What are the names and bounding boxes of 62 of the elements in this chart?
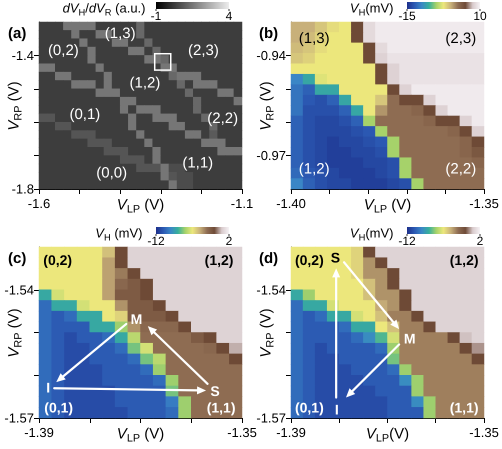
annotation: (2,2) bbox=[207, 110, 238, 128]
color-bar-label: -15 bbox=[398, 9, 416, 23]
x-tick-label: -1.35 bbox=[469, 196, 499, 211]
annotation: (2,2) bbox=[445, 160, 476, 178]
chart-title: (d) bbox=[259, 250, 278, 267]
annotation: (0,1) bbox=[69, 106, 100, 124]
annotation: I bbox=[334, 401, 339, 418]
color-bar-title: dV$_{H}$/dV$_{R}$ (a.u.) bbox=[62, 0, 146, 17]
y-tick-label: -1.4 bbox=[12, 48, 34, 63]
chart-title: (a) bbox=[8, 25, 26, 42]
x-tick-label: -1.35 bbox=[227, 425, 257, 440]
color-bar-label: 2 bbox=[476, 234, 484, 248]
annotation: (1,2) bbox=[298, 160, 330, 178]
annotation: (2,3) bbox=[445, 30, 476, 48]
annotation: (1,1) bbox=[182, 154, 214, 172]
annotation: (1,1) bbox=[450, 400, 479, 416]
y-tick-label: -0.97 bbox=[256, 148, 286, 164]
annotation: (0,2) bbox=[43, 252, 72, 268]
x-tick-label: -1.35 bbox=[469, 425, 499, 440]
chart-title: (b) bbox=[259, 25, 278, 42]
x-tick-label: -1.40 bbox=[276, 196, 306, 211]
x-tick-label: -1.39 bbox=[24, 425, 54, 440]
chart-title: (c) bbox=[8, 250, 26, 267]
annotation: (0,1) bbox=[44, 400, 74, 416]
x-axis-title: V$_{LP}$(V) bbox=[366, 425, 410, 445]
annotation: (1,2) bbox=[204, 252, 234, 268]
color-bar-label: -1 bbox=[150, 9, 162, 23]
x-tick-label: -1.6 bbox=[28, 196, 50, 211]
annotation: I bbox=[46, 380, 50, 396]
color-bar-label: -12 bbox=[398, 234, 416, 248]
y-tick-label: -1.57 bbox=[256, 410, 286, 426]
color-bar-label: 10 bbox=[473, 9, 487, 23]
y-tick-label: -1.54 bbox=[256, 282, 286, 298]
annotation: (0,2) bbox=[294, 252, 324, 268]
color-bar-label: -12 bbox=[147, 234, 165, 248]
color-bar-label: 2 bbox=[226, 234, 232, 248]
annotation: (0,1) bbox=[294, 400, 324, 416]
annotation: S bbox=[330, 250, 340, 266]
x-axis-title: V$_{LP}$ (V) bbox=[116, 196, 164, 216]
color-bar-label: 4 bbox=[226, 9, 232, 23]
annotation: M bbox=[404, 330, 416, 346]
annotation: (1,3) bbox=[104, 24, 136, 42]
color-bar-title: V$_{H}$ (mV) bbox=[95, 225, 142, 242]
color-bar-title: V$_{H}$(mV) bbox=[350, 225, 394, 242]
y-tick-label: -0.94 bbox=[256, 48, 286, 63]
annotation: (1,2) bbox=[130, 74, 160, 92]
y-tick-label: -1.54 bbox=[4, 282, 34, 298]
annotation: (1,1) bbox=[206, 400, 236, 416]
x-axis-title: V$_{LP}$ (V) bbox=[116, 425, 164, 445]
x-tick-label: -1.39 bbox=[276, 425, 306, 440]
x-tick-label: -1.1 bbox=[230, 196, 254, 211]
annotation: (0,2) bbox=[48, 42, 79, 59]
annotation: (0,0) bbox=[96, 164, 128, 182]
annotation: M bbox=[130, 310, 142, 327]
x-axis-title: V$_{LP}$ (V) bbox=[364, 196, 412, 216]
annotation: (1,2) bbox=[450, 252, 479, 268]
y-tick-label: -1.8 bbox=[12, 182, 34, 196]
annotation: S bbox=[210, 383, 220, 400]
color-bar-title: V$_{H}$(mV) bbox=[350, 0, 394, 17]
annotation: (2,3) bbox=[188, 42, 219, 60]
annotation: (1,3) bbox=[298, 30, 330, 48]
y-tick-label: -1.57 bbox=[4, 410, 34, 426]
